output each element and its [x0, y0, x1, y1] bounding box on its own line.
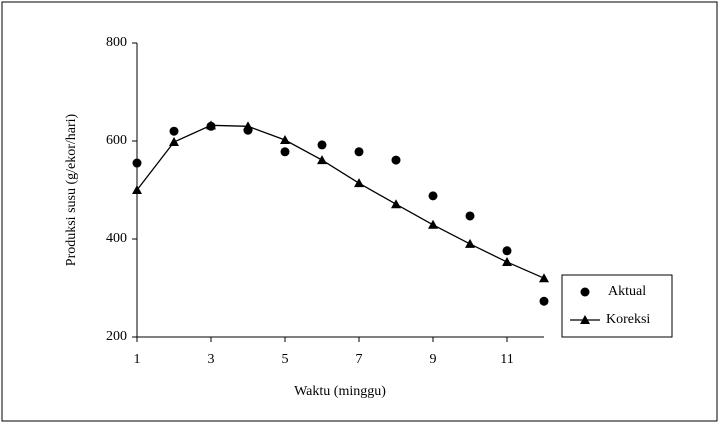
legend-box [561, 274, 673, 338]
triangle-point [354, 178, 364, 188]
point [132, 158, 142, 168]
triangle-point [206, 120, 216, 130]
point [280, 147, 290, 157]
triangle-point [169, 136, 179, 146]
y-tick-label: 400 [106, 231, 127, 246]
legend-label: Koreksi [606, 312, 650, 327]
point [317, 140, 327, 150]
x-tick-label: 1 [134, 352, 141, 367]
point [354, 147, 364, 157]
triangle-point [391, 199, 401, 209]
point [428, 191, 438, 201]
triangle-point [539, 273, 549, 283]
x-axis-label: Waktu (minggu) [294, 384, 386, 399]
point [169, 126, 179, 136]
triangle-point [132, 185, 142, 194]
x-tick-label: 3 [208, 352, 215, 367]
point [391, 155, 401, 165]
triangle-point [580, 315, 590, 324]
x-tick-label: 7 [356, 352, 363, 367]
y-tick-label: 800 [106, 35, 127, 50]
line [136, 124, 545, 279]
triangle-point [428, 219, 438, 229]
point [539, 296, 549, 306]
triangle-point [502, 257, 512, 267]
x-tick-label: 5 [282, 352, 289, 367]
y-tick-label: 200 [106, 329, 127, 344]
triangle-point [243, 121, 253, 131]
x-tick-label: 9 [430, 352, 437, 367]
point [580, 287, 590, 297]
triangle-point [280, 135, 290, 145]
y-axis-label: Produksi susu (g/ekor/hari) [64, 113, 79, 266]
y-tick-label: 600 [106, 133, 127, 148]
x-tick-label: 11 [500, 352, 513, 367]
legend-label: Aktual [608, 284, 646, 299]
point [465, 211, 475, 221]
triangle-point [317, 155, 327, 165]
point [502, 246, 512, 256]
triangle-point [465, 238, 475, 248]
